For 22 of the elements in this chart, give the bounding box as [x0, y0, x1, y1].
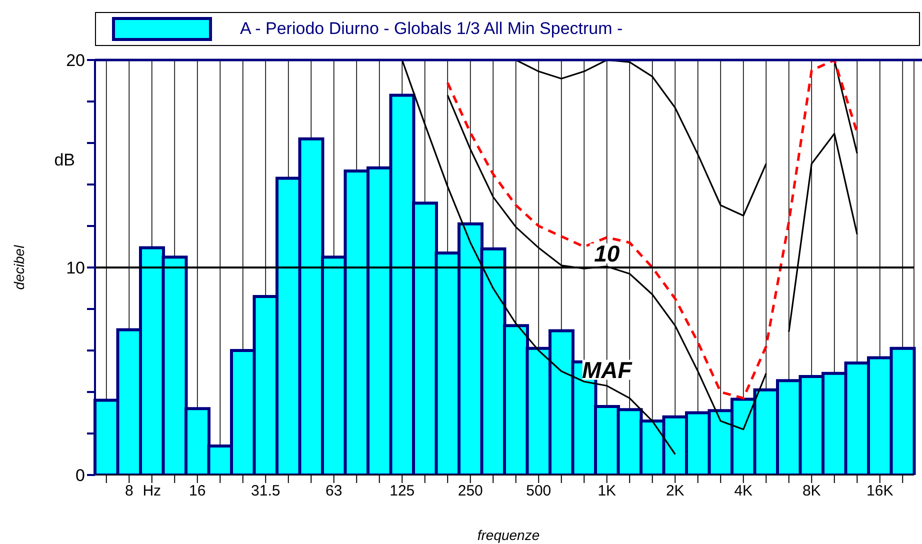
y-axis-title: decibel: [11, 244, 27, 290]
x-tick-label: 125: [390, 482, 415, 500]
x-tick-label: 4K: [734, 482, 753, 500]
annotation: MAF: [582, 356, 633, 383]
x-tick-label: 8K: [802, 482, 821, 500]
x-tick-label: 8: [124, 482, 134, 500]
y-tick-label: 10: [66, 258, 85, 278]
annotation: 10: [594, 240, 620, 266]
x-tick-label: 250: [458, 482, 483, 500]
x-tick-label: 16K: [866, 482, 894, 500]
x-tick-label: 16: [189, 482, 206, 500]
text: dB: [54, 150, 75, 170]
x-tick-label: 500: [526, 482, 552, 500]
x-tick-label: 63: [326, 482, 342, 500]
y-tick-label: 0: [76, 466, 85, 486]
x-tick-label: Hz: [142, 482, 162, 500]
x-axis-title: frequenze: [477, 527, 540, 543]
y-tick-label: 20: [66, 51, 85, 70]
x-tick-label: 31.5: [251, 482, 280, 500]
text: A - Periodo Diurno - Globals 1/3 All Min Spectrum -: [240, 19, 623, 39]
x-tick-label: 2K: [666, 482, 684, 500]
x-tick-label: 1K: [598, 482, 616, 500]
